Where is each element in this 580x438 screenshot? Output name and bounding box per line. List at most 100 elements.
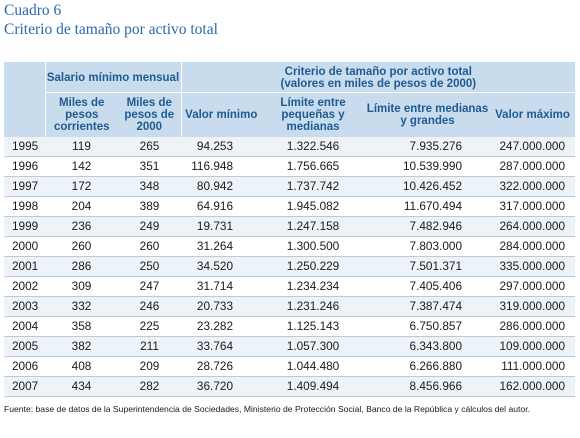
cell-year: 2000	[4, 236, 45, 257]
table-row: 1999 236 249 19.731 1.247.158 7.482.946 264.00…	[4, 216, 576, 237]
column-header-small-medium-limit: Límite entre pequeñas y medianas	[261, 92, 366, 137]
cell-year: 2003	[4, 296, 45, 317]
cell-minimum-value: 28.726	[181, 356, 262, 377]
cell-maximum-value: 247.000.000	[490, 137, 576, 157]
cell-minimum-value: 31.714	[181, 276, 262, 297]
cell-small-medium-limit: 1.231.246	[261, 296, 366, 317]
column-header-2000-pesos: Miles de pesos de 2000	[118, 92, 182, 137]
table-row: 2001 286 250 34.520 1.250.229 7.501.371 335.00…	[4, 256, 576, 277]
cell-maximum-value: 287.000.000	[490, 156, 576, 177]
table-row: 2000 260 260 31.264 1.300.500 7.803.000 284.00…	[4, 236, 576, 257]
table-row: 2007 434 282 36.720 1.409.494 8.456.966 162.00…	[4, 376, 576, 397]
header-year-blank	[4, 62, 45, 137]
cell-year: 1996	[4, 156, 45, 177]
cell-medium-large-limit: 6.266.880	[365, 356, 491, 377]
cell-2000-pesos: 348	[118, 176, 182, 197]
cell-minimum-value: 33.764	[181, 336, 262, 357]
table-row: 2002 309 247 31.714 1.234.234 7.405.406 297.00…	[4, 276, 576, 297]
column-header-minimum-value: Valor mínimo	[180, 92, 262, 137]
cell-current-pesos: 142	[45, 156, 118, 177]
cell-2000-pesos: 209	[118, 356, 182, 377]
cell-medium-large-limit: 7.935.276	[365, 137, 491, 157]
cell-minimum-value: 116.948	[181, 156, 262, 177]
cell-minimum-value: 94.253	[181, 137, 262, 157]
cell-small-medium-limit: 1.756.665	[261, 156, 366, 177]
cell-maximum-value: 317.000.000	[490, 196, 576, 217]
cell-medium-large-limit: 7.482.946	[365, 216, 491, 237]
table-caption-title: Criterio de tamaño por activo total	[4, 21, 218, 38]
cell-maximum-value: 286.000.000	[490, 316, 576, 337]
cell-medium-large-limit: 6.750.857	[365, 316, 491, 337]
cell-current-pesos: 332	[45, 296, 118, 317]
size-criteria-table: Salario mínimo mensual Criterio de tamañ…	[4, 62, 576, 397]
cell-maximum-value: 109.000.000	[490, 336, 576, 357]
cell-current-pesos: 434	[45, 376, 118, 397]
cell-current-pesos: 358	[45, 316, 118, 337]
cell-minimum-value: 19.731	[181, 216, 262, 237]
cell-current-pesos: 286	[45, 256, 118, 277]
cell-small-medium-limit: 1.234.234	[261, 276, 366, 297]
cell-maximum-value: 322.000.000	[490, 176, 576, 197]
cell-2000-pesos: 225	[118, 316, 182, 337]
cell-minimum-value: 23.282	[181, 316, 262, 337]
cell-year: 1998	[4, 196, 45, 217]
table-row: 2005 382 211 33.764 1.057.300 6.343.800 109.00…	[4, 336, 576, 357]
cell-small-medium-limit: 1.300.500	[261, 236, 366, 257]
cell-year: 1995	[4, 137, 45, 157]
source-footnote: Fuente: base de datos de la Superintende…	[4, 404, 530, 414]
cell-year: 2002	[4, 276, 45, 297]
cell-2000-pesos: 282	[118, 376, 182, 397]
cell-medium-large-limit: 11.670.494	[365, 196, 491, 217]
cell-small-medium-limit: 1.057.300	[261, 336, 366, 357]
table-caption-number: Cuadro 6	[4, 2, 62, 19]
cell-maximum-value: 264.000.000	[490, 216, 576, 237]
header-group-minimum-wage-label: Salario mínimo mensual	[46, 72, 180, 84]
cell-small-medium-limit: 1.737.742	[261, 176, 366, 197]
cell-2000-pesos: 247	[118, 276, 182, 297]
cell-small-medium-limit: 1.945.082	[261, 196, 366, 217]
cell-current-pesos: 408	[45, 356, 118, 377]
column-header-current-pesos: Miles de pesos corrientes	[44, 92, 118, 137]
cell-minimum-value: 31.264	[181, 236, 262, 257]
column-header-medium-large-limit: Límite entre medianas y grandes	[365, 92, 491, 137]
cell-2000-pesos: 260	[118, 236, 182, 257]
cell-year: 2004	[4, 316, 45, 337]
cell-2000-pesos: 249	[118, 216, 182, 237]
cell-small-medium-limit: 1.322.546	[261, 137, 366, 157]
table-body: 1995 119 265 94.253 1.322.546 7.935.276 247.00…	[4, 137, 576, 397]
cell-medium-large-limit: 7.803.000	[365, 236, 491, 257]
cell-maximum-value: 111.000.000	[490, 356, 576, 377]
cell-current-pesos: 204	[45, 196, 118, 217]
cell-minimum-value: 64.916	[181, 196, 262, 217]
cell-2000-pesos: 389	[118, 196, 182, 217]
cell-medium-large-limit: 7.387.474	[365, 296, 491, 317]
cell-2000-pesos: 211	[118, 336, 182, 357]
cell-current-pesos: 119	[45, 137, 118, 157]
cell-maximum-value: 297.000.000	[490, 276, 576, 297]
header-group-size-criterion: Criterio de tamaño por activo total (val…	[180, 62, 576, 93]
cell-medium-large-limit: 6.343.800	[365, 336, 491, 357]
cell-small-medium-limit: 1.409.494	[261, 376, 366, 397]
cell-medium-large-limit: 7.501.371	[365, 256, 491, 277]
cell-2000-pesos: 265	[118, 137, 182, 157]
cell-year: 1999	[4, 216, 45, 237]
cell-current-pesos: 309	[45, 276, 118, 297]
header-group-minimum-wage: Salario mínimo mensual	[44, 62, 182, 93]
cell-maximum-value: 284.000.000	[490, 236, 576, 257]
cell-year: 2001	[4, 256, 45, 277]
cell-minimum-value: 36.720	[181, 376, 262, 397]
cell-current-pesos: 382	[45, 336, 118, 357]
cell-maximum-value: 319.000.000	[490, 296, 576, 317]
cell-year: 2006	[4, 356, 45, 377]
cell-2000-pesos: 351	[118, 156, 182, 177]
cell-medium-large-limit: 10.426.452	[365, 176, 491, 197]
cell-small-medium-limit: 1.125.143	[261, 316, 366, 337]
table-row: 1998 204 389 64.916 1.945.082 11.670.494 317.0…	[4, 196, 576, 217]
cell-medium-large-limit: 8.456.966	[365, 376, 491, 397]
cell-current-pesos: 172	[45, 176, 118, 197]
cell-maximum-value: 162.000.000	[490, 376, 576, 397]
table-row: 2006 408 209 28.726 1.044.480 6.266.880 111.00…	[4, 356, 576, 377]
table-row: 1997 172 348 80.942 1.737.742 10.426.452 322.0…	[4, 176, 576, 197]
cell-current-pesos: 236	[45, 216, 118, 237]
header-group-size-criterion-line2: (valores en miles de pesos de 2000)	[280, 78, 477, 90]
